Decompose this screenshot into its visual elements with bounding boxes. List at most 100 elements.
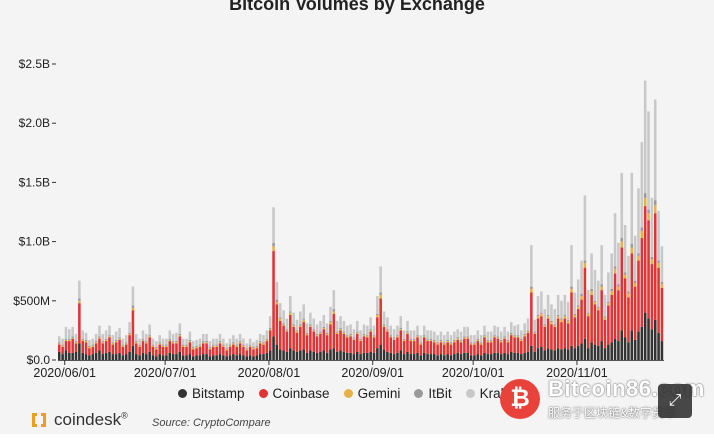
bar-segment-gemini — [178, 335, 182, 337]
bar-segment-itbit — [580, 293, 583, 297]
bar-segment-coinbase — [396, 337, 399, 353]
bar-segment-bitstamp — [58, 351, 61, 360]
bar-segment-bitstamp — [643, 312, 647, 360]
bar-segment-gemini — [459, 341, 463, 343]
bar-segment-bitstamp — [593, 344, 597, 360]
bar-segment-itbit — [68, 338, 71, 340]
bar-segment-kraken — [158, 335, 161, 343]
bar-segment-itbit — [235, 344, 238, 346]
bar-segment-coinbase — [640, 238, 644, 327]
bar-segment-kraken — [583, 195, 587, 261]
bar-segment-kraken — [118, 328, 121, 338]
bar-segment-bitstamp — [345, 352, 349, 360]
bar-segment-itbit — [560, 318, 563, 320]
legend-swatch — [258, 389, 268, 398]
bar-segment-coinbase — [432, 342, 436, 355]
bar-segment-coinbase — [627, 297, 630, 343]
bar-segment-bitstamp — [439, 354, 443, 360]
bar-segment-itbit — [195, 345, 198, 347]
bar-segment-itbit — [617, 284, 620, 287]
watermark-text: Bitcoin86.com 服务于区块链&数字货币 — [548, 376, 705, 421]
bar-segment-itbit — [131, 305, 135, 308]
bar-segment-bitstamp — [617, 341, 620, 360]
bar-segment-kraken — [295, 319, 299, 331]
y-tick-label: $500M — [13, 294, 50, 308]
x-tick-label: 2020/10/01 — [442, 366, 505, 380]
legend-label: Bitstamp — [192, 386, 245, 401]
bar-segment-itbit — [185, 344, 188, 346]
bar-segment-kraken — [503, 326, 506, 337]
bar-segment-itbit — [208, 346, 212, 349]
bar-segment-itbit — [550, 320, 553, 323]
bar-segment-gemini — [412, 339, 416, 342]
bar-segment-kraken — [245, 343, 249, 349]
bar-segment-gemini — [382, 325, 386, 327]
bar-segment-itbit — [446, 339, 449, 342]
bar-segment-coinbase — [409, 341, 413, 355]
bar-segment-gemini — [543, 325, 547, 327]
bar-segment-gemini — [181, 345, 185, 347]
bar-segment-bitstamp — [443, 355, 446, 360]
bar-segment-bitstamp — [456, 352, 459, 360]
bar-segment-coinbase — [235, 346, 238, 356]
bar-segment-coinbase — [124, 344, 128, 355]
bar-segment-itbit — [647, 209, 650, 214]
bar-segment-coinbase — [252, 349, 255, 357]
bar-segment-coinbase — [376, 317, 379, 349]
bar-segment-itbit — [553, 324, 557, 326]
bar-segment-coinbase — [188, 342, 192, 355]
bar-segment-kraken — [533, 319, 536, 332]
bar-segment-bitstamp — [161, 355, 165, 360]
bar-segment-gemini — [372, 336, 376, 338]
bar-segment-bitstamp — [523, 352, 526, 360]
expand-button[interactable]: ⤢ — [658, 384, 692, 418]
bar-segment-kraken — [201, 333, 205, 342]
bar-segment-bitstamp — [359, 354, 362, 360]
bar-segment-bitstamp — [540, 346, 543, 360]
bar-segment-itbit — [369, 329, 372, 331]
bar-segment-itbit — [439, 339, 443, 342]
bar-segment-itbit — [215, 344, 218, 346]
bar-segment-gemini — [171, 342, 175, 344]
bar-segment-itbit — [225, 348, 228, 350]
bar-segment-kraken — [586, 290, 590, 313]
bar-segment-kraken — [312, 318, 315, 330]
bar-segment-kraken — [633, 235, 637, 281]
bar-segment-bitstamp — [114, 354, 118, 360]
bar-segment-itbit — [443, 342, 446, 344]
bar-segment-kraken — [84, 332, 88, 340]
bar-segment-coinbase — [660, 287, 664, 342]
bar-segment-bitstamp — [412, 354, 416, 360]
bar-segment-gemini — [439, 341, 443, 343]
bar-segment-kraken — [178, 323, 182, 334]
bar-segment-gemini — [78, 300, 81, 304]
bar-segment-gemini — [108, 336, 111, 338]
bar-segment-coinbase — [576, 309, 580, 346]
bar-segment-kraken — [258, 333, 262, 342]
bar-segment-itbit — [299, 324, 302, 326]
bar-segment-kraken — [493, 325, 496, 336]
bar-segment-coinbase — [64, 341, 68, 351]
bar-segment-bitstamp — [312, 351, 315, 360]
bar-segment-coinbase — [463, 338, 466, 353]
bar-segment-kraken — [278, 303, 282, 318]
bar-segment-bitstamp — [265, 352, 269, 360]
bar-segment-gemini — [419, 343, 423, 345]
bar-segment-coinbase — [493, 337, 496, 353]
bar-segment-itbit — [637, 253, 640, 256]
bar-segment-kraken — [422, 325, 426, 336]
bar-segment-coinbase — [161, 346, 165, 356]
bar-segment-gemini — [309, 325, 312, 327]
bar-segment-bitstamp — [422, 352, 426, 360]
bar-segment-coinbase — [560, 322, 563, 350]
bar-segment-coinbase — [449, 344, 453, 356]
bar-segment-bitstamp — [623, 337, 627, 360]
bar-segment-gemini — [248, 345, 252, 347]
bar-segment-kraken — [566, 301, 570, 320]
bar-segment-coinbase — [355, 333, 359, 352]
bar-segment-itbit — [248, 344, 252, 346]
bar-segment-bitstamp — [68, 352, 71, 360]
bar-segment-kraken — [104, 330, 108, 339]
bar-segment-kraken — [305, 323, 309, 333]
bar-segment-itbit — [530, 286, 533, 289]
